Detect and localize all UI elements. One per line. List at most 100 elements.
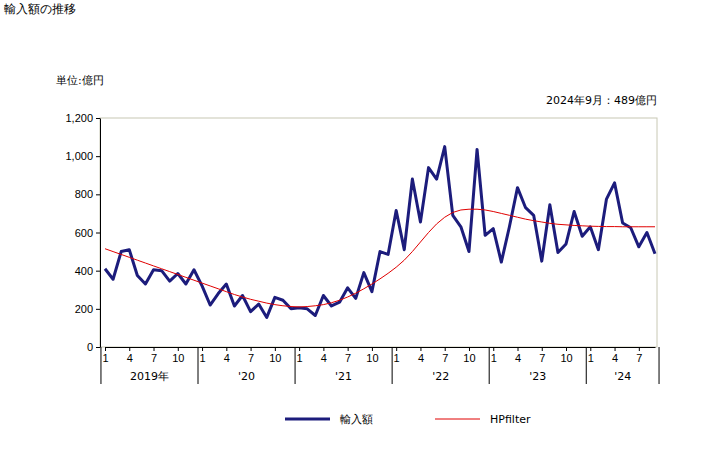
x-tick-label: 10: [560, 352, 572, 364]
title: 輸入額の推移: [4, 2, 76, 16]
x-tick-label: 4: [127, 352, 133, 364]
y-tick-label: 1,000: [65, 150, 93, 162]
y-tick: 1,200: [65, 112, 100, 124]
series-group: [105, 147, 655, 318]
y-tick-label: 600: [75, 227, 93, 239]
x-tick-mark: [493, 347, 494, 351]
x-tick: 1: [102, 347, 108, 364]
x-tick-mark: [251, 347, 252, 351]
x-tick-mark: [590, 347, 591, 351]
x-tick-mark: [154, 347, 155, 351]
chart: 輸入額の推移単位:億円 2024年9月：489億円 0 200 400 600 800 1,0…: [0, 0, 728, 450]
x-tick-mark: [178, 347, 179, 351]
x-tick: 10: [172, 347, 184, 364]
group-label: '22: [432, 370, 449, 383]
x-tick-label: 4: [612, 352, 618, 364]
y-tick: 200: [75, 303, 100, 315]
plot-frame: [100, 118, 657, 347]
y-axis-line: [100, 119, 101, 348]
x-tick-label: 4: [321, 352, 327, 364]
group-label: 2019年: [130, 370, 169, 383]
y-tick-label: 0: [87, 341, 93, 353]
x-tick: 7: [636, 347, 642, 364]
x-tick-label: 10: [463, 352, 475, 364]
x-tick: 1: [491, 347, 497, 364]
group-separator: [198, 347, 199, 384]
series-line: [105, 147, 655, 318]
y-tick-label: 800: [75, 188, 93, 200]
group-separator: [586, 347, 587, 384]
x-tick-mark: [615, 347, 616, 351]
x-tick-label: 4: [224, 352, 230, 364]
x-tick: 1: [297, 347, 303, 364]
x-tick-mark: [396, 347, 397, 351]
x-tick: 1: [394, 347, 400, 364]
x-tick-label: 1: [394, 352, 400, 364]
x-tick-label: 1: [491, 352, 497, 364]
x-tick: 4: [515, 347, 521, 364]
y-tick: 800: [75, 188, 100, 200]
x-tick: 4: [127, 347, 133, 364]
x-tick-label: 1: [297, 352, 303, 364]
x-tick-mark: [639, 347, 640, 351]
group-label: '24: [614, 370, 631, 383]
x-tick-mark: [299, 347, 300, 351]
x-tick: 4: [612, 347, 618, 364]
group-label: '21: [335, 370, 352, 383]
annotation: 2024年9月：489億円: [546, 94, 657, 107]
legend: 輸入額 HPfilter: [285, 413, 531, 426]
x-tick: 7: [539, 347, 545, 364]
x-axis: 1471014710147101471014710147: [102, 347, 655, 364]
x-tick-mark: [469, 347, 470, 351]
x-tick-mark: [445, 347, 446, 351]
group-separator: [489, 347, 490, 384]
x-tick-label: 1: [102, 352, 108, 364]
x-axis-line: [106, 347, 656, 348]
group-separator: [100, 347, 101, 384]
x-tick-mark: [275, 347, 276, 351]
y-axis-title: 単位:億円: [56, 74, 104, 87]
x-tick-mark: [518, 347, 519, 351]
group-label: '23: [529, 370, 546, 383]
x-tick-label: 7: [442, 352, 448, 364]
x-tick: 7: [442, 347, 448, 364]
y-tick-label: 1,200: [65, 112, 93, 124]
y-tick-mark: [96, 347, 100, 348]
y-tick-mark: [96, 271, 100, 272]
x-tick-label: 4: [418, 352, 424, 364]
x-tick-mark: [420, 347, 421, 351]
x-tick-mark: [542, 347, 543, 351]
x-tick: 10: [560, 347, 572, 364]
legend-label: HPfilter: [490, 413, 531, 426]
y-axis: 0 200 400 600 800 1,000 1,200: [65, 112, 100, 353]
y-tick-mark: [96, 309, 100, 310]
legend-label: 輸入額: [340, 413, 373, 426]
y-tick-mark: [96, 156, 100, 157]
x-tick-label: 1: [199, 352, 205, 364]
x-tick-label: 7: [151, 352, 157, 364]
y-tick: 1,000: [65, 150, 100, 162]
y-tick: 400: [75, 265, 100, 277]
x-tick: 7: [345, 347, 351, 364]
group-separator: [392, 347, 393, 384]
x-tick: 7: [248, 347, 254, 364]
x-tick-label: 1: [588, 352, 594, 364]
group-separator: [659, 347, 660, 384]
x-tick-mark: [372, 347, 373, 351]
x-tick-mark: [323, 347, 324, 351]
x-tick-mark: [348, 347, 349, 351]
x-tick-mark: [226, 347, 227, 351]
x-tick: 4: [224, 347, 230, 364]
legend-swatch: [285, 418, 330, 421]
x-tick-mark: [566, 347, 567, 351]
x-tick-label: 10: [269, 352, 281, 364]
x-tick: 1: [199, 347, 205, 364]
series-line: [105, 209, 655, 307]
x-tick-label: 4: [515, 352, 521, 364]
y-tick-label: 200: [75, 303, 93, 315]
y-tick-mark: [96, 194, 100, 195]
x-groups: 2019年'20'21'22'23'24: [101, 347, 659, 384]
x-tick: 7: [151, 347, 157, 364]
x-tick-mark: [129, 347, 130, 351]
x-tick-label: 10: [172, 352, 184, 364]
